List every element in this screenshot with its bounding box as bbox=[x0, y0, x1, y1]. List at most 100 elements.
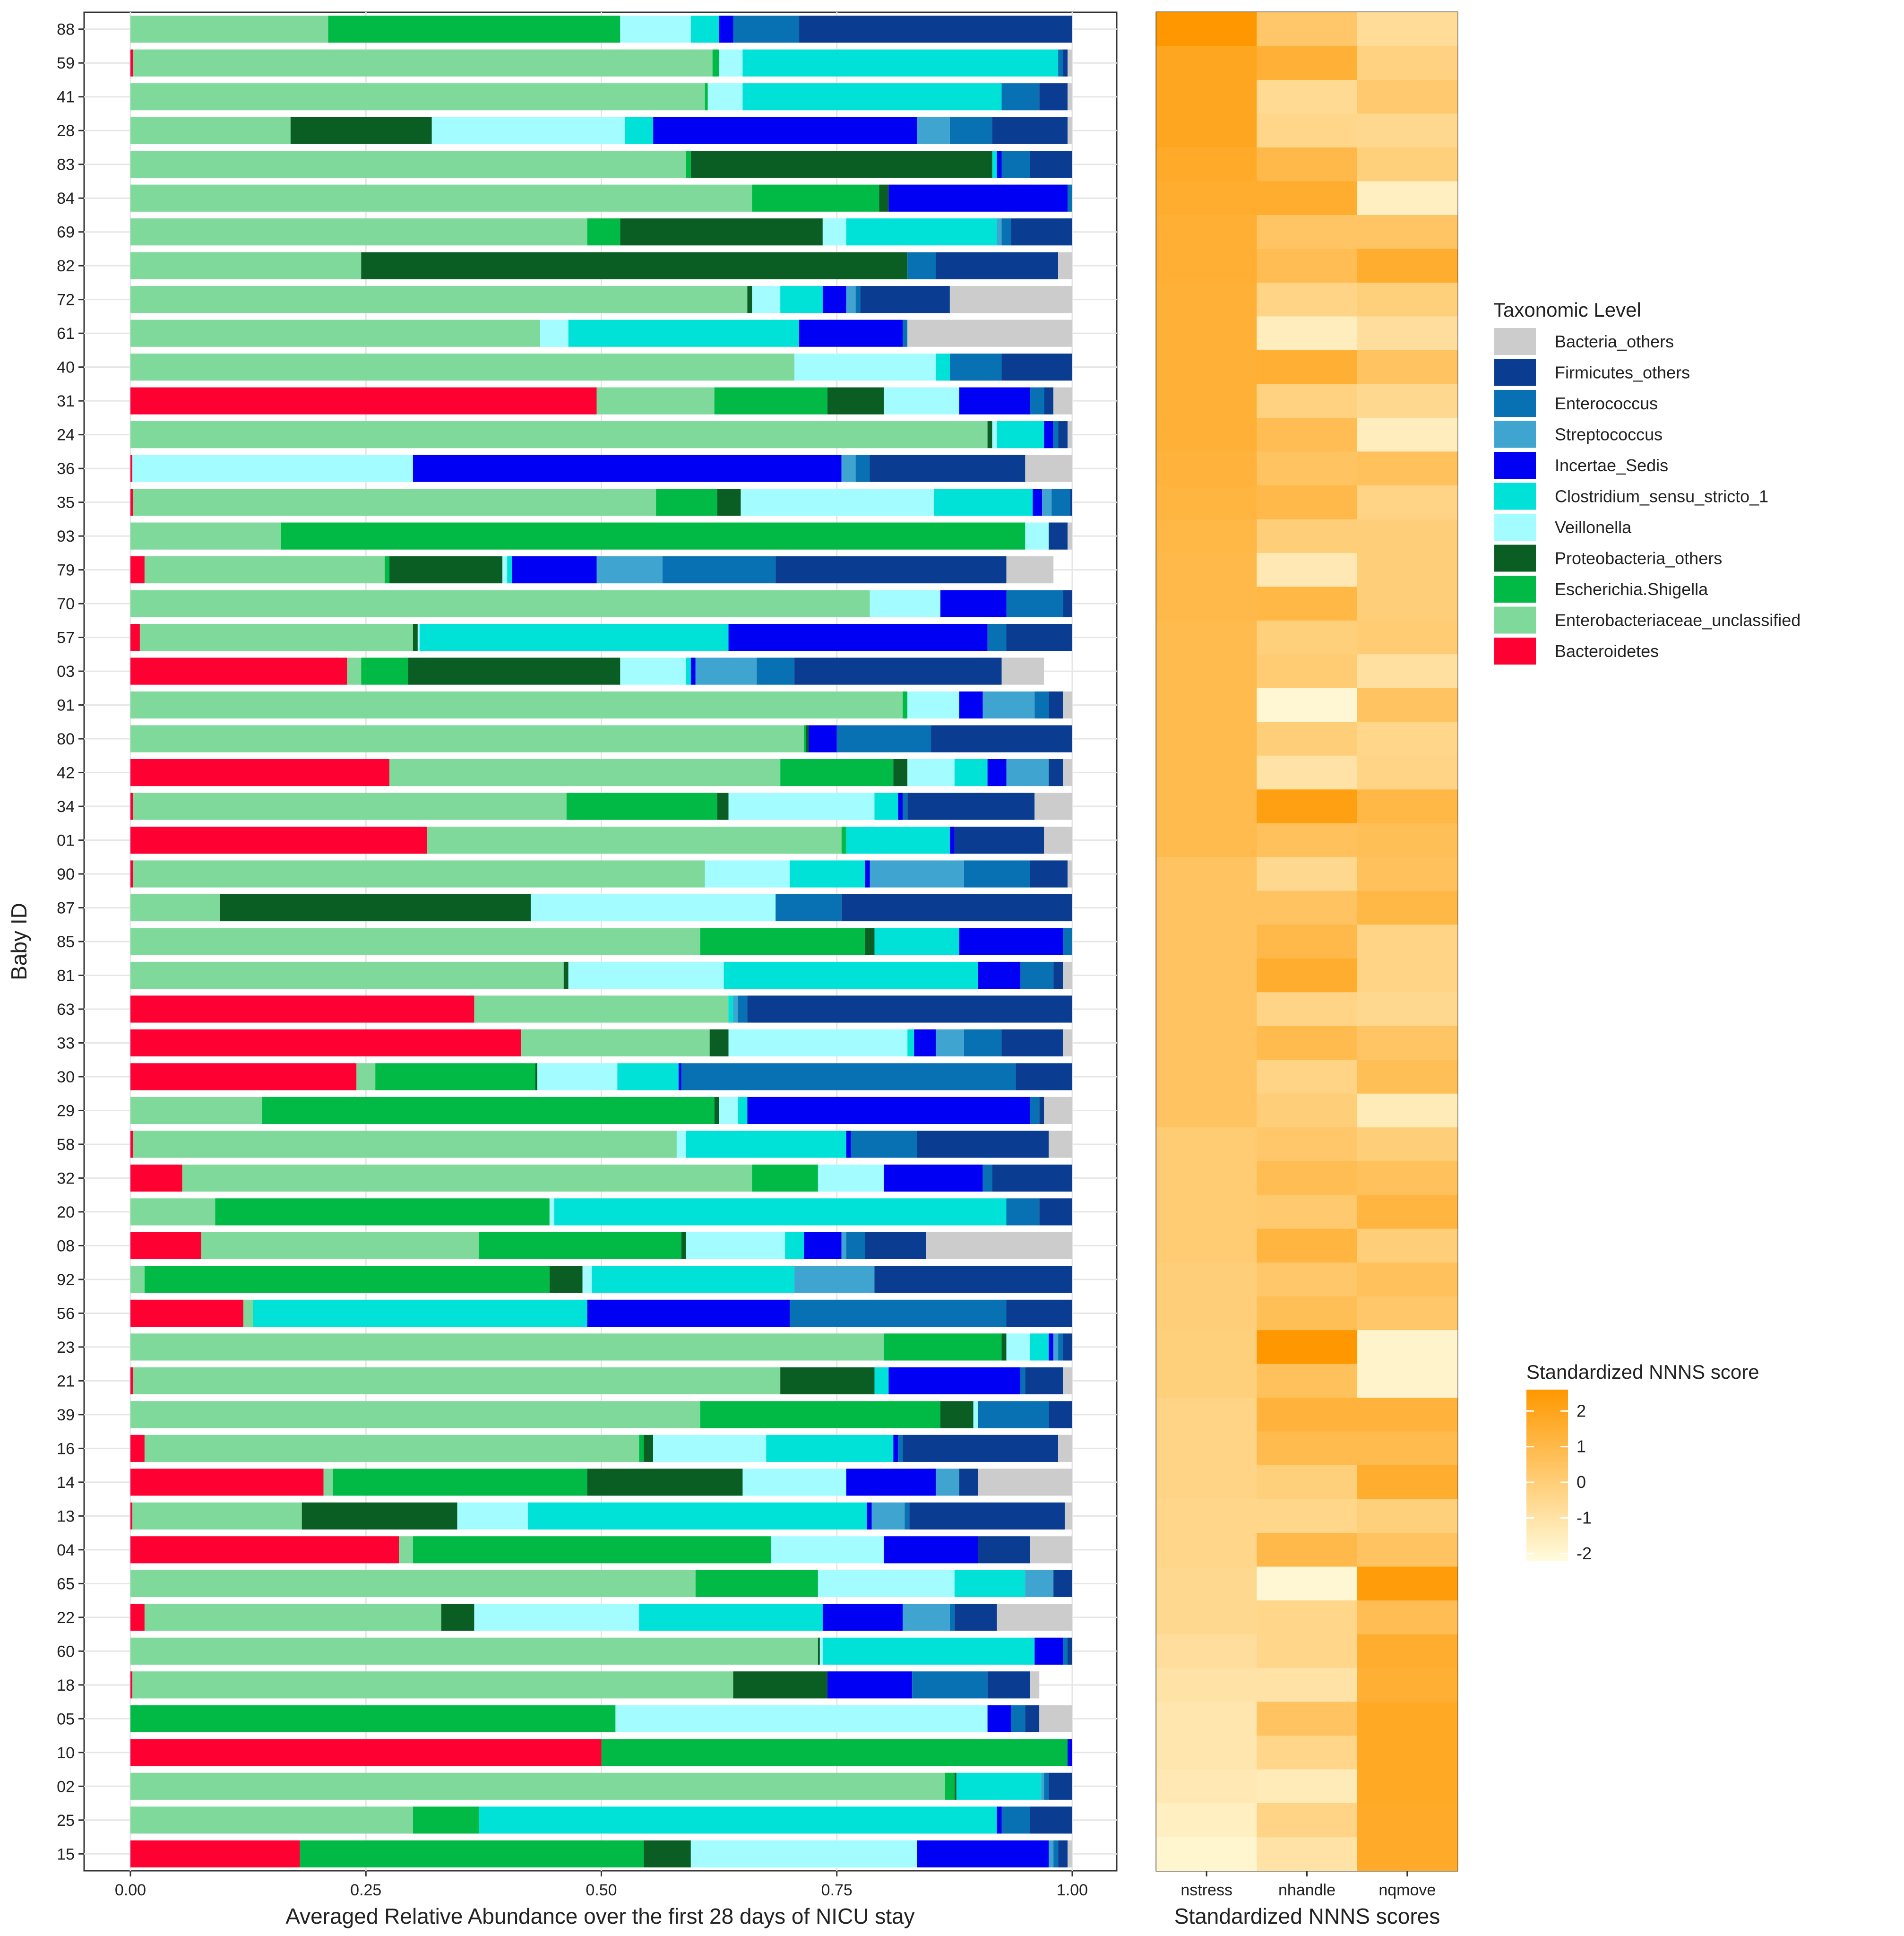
bar-segment-10-incertae-sedis bbox=[1068, 1739, 1072, 1766]
bar-segment-34-bacteroidetes bbox=[130, 793, 133, 820]
bar-segment-14-enterobacteriaceae-unclassified bbox=[323, 1469, 333, 1496]
bar-segment-15-escherichia-shigella bbox=[300, 1840, 644, 1867]
bar-segment-13-enterococcus bbox=[905, 1502, 910, 1530]
heatmap-cell-25-nstress bbox=[1156, 1803, 1257, 1838]
baby-id-label: 36 bbox=[57, 460, 75, 478]
heatmap-cell-28-nhandle bbox=[1257, 113, 1358, 148]
bar-segment-65-escherichia-shigella bbox=[695, 1570, 818, 1597]
bar-segment-20-enterobacteriaceae-unclassified bbox=[130, 1198, 215, 1226]
heatmap-cell-29-nqmove bbox=[1357, 1093, 1458, 1128]
bar-segment-23-enterococcus bbox=[1058, 1333, 1063, 1361]
bar-segment-02-proteobacteria-others bbox=[954, 1772, 956, 1800]
bar-segment-36-incertae-sedis bbox=[413, 455, 842, 482]
heatmap-cell-35-nstress bbox=[1156, 485, 1257, 519]
bar-segment-23-firmicutes-others bbox=[1063, 1333, 1072, 1361]
bar-segment-60-veillonella bbox=[819, 1637, 823, 1665]
heatmap-cell-63-nstress bbox=[1156, 992, 1257, 1027]
baby-id-label: 91 bbox=[57, 697, 75, 715]
bar-segment-70-veillonella bbox=[870, 590, 940, 617]
bar-segment-36-bacteria-others bbox=[1025, 455, 1072, 482]
baby-id-label: 70 bbox=[57, 595, 75, 613]
bar-segment-04-firmicutes-others bbox=[978, 1536, 1030, 1564]
bar-segment-40-enterococcus bbox=[949, 354, 1002, 381]
bar-segment-31-veillonella bbox=[884, 387, 959, 415]
bar-segment-59-escherichia-shigella bbox=[712, 49, 719, 77]
baby-id-label: 61 bbox=[57, 325, 75, 343]
bar-segment-63-enterococcus bbox=[738, 995, 748, 1023]
bar-segment-40-veillonella bbox=[794, 354, 936, 381]
bar-segment-33-firmicutes-others bbox=[1001, 1029, 1063, 1057]
heatmap-cell-34-nhandle bbox=[1257, 789, 1358, 824]
bar-segment-57-veillonella bbox=[417, 623, 420, 651]
bar-segment-91-enterococcus bbox=[1034, 691, 1049, 719]
bar-segment-01-bacteroidetes bbox=[130, 826, 427, 854]
baby-id-label: 23 bbox=[57, 1339, 75, 1357]
heatmap-cell-20-nhandle bbox=[1257, 1195, 1358, 1229]
heatmap-cell-91-nhandle bbox=[1257, 688, 1358, 722]
bar-segment-59-firmicutes-others bbox=[1063, 49, 1068, 77]
bar-segment-16-escherichia-shigella bbox=[639, 1435, 644, 1462]
bar-segment-30-clostridium-sensu-stricto-1 bbox=[617, 1063, 679, 1090]
bar-segment-35-incertae-sedis bbox=[1033, 489, 1042, 516]
bar-segment-34-proteobacteria-others bbox=[717, 793, 729, 820]
bar-segment-34-escherichia-shigella bbox=[566, 793, 717, 820]
bar-segment-81-clostridium-sensu-stricto-1 bbox=[724, 961, 978, 989]
heatmap-cell-14-nqmove bbox=[1357, 1465, 1458, 1500]
baby-id-label: 31 bbox=[57, 392, 75, 410]
heatmap-cell-91-nstress bbox=[1156, 688, 1257, 722]
heatmap-cell-16-nstress bbox=[1156, 1431, 1257, 1466]
bar-segment-34-incertae-sedis bbox=[898, 793, 903, 820]
bar-segment-33-bacteroidetes bbox=[130, 1029, 522, 1057]
legend-swatch-enterobacteriaceae-unclassified bbox=[1494, 606, 1536, 634]
baby-id-label: 63 bbox=[57, 1001, 75, 1019]
bar-segment-34-enterobacteriaceae-unclassified bbox=[133, 793, 567, 820]
bar-segment-90-firmicutes-others bbox=[1030, 860, 1068, 888]
bar-segment-81-proteobacteria-others bbox=[563, 961, 569, 989]
bar-segment-40-clostridium-sensu-stricto-1 bbox=[936, 354, 950, 381]
heatmap-cell-90-nhandle bbox=[1257, 857, 1358, 891]
bar-segment-83-enterococcus bbox=[1001, 151, 1030, 178]
bar-segment-42-incertae-sedis bbox=[987, 759, 1007, 786]
bar-segment-61-bacteria-others bbox=[907, 320, 1072, 347]
scale-tick-label: 2 bbox=[1577, 1401, 1586, 1420]
heatmap-cell-10-nqmove bbox=[1357, 1736, 1458, 1770]
heatmap-cell-42-nqmove bbox=[1357, 755, 1458, 790]
bar-segment-81-firmicutes-others bbox=[1053, 961, 1063, 989]
bar-segment-04-veillonella bbox=[771, 1536, 884, 1564]
bar-segment-41-veillonella bbox=[707, 83, 743, 111]
bar-segment-59-enterobacteriaceae-unclassified bbox=[133, 49, 713, 77]
heatmap-cell-63-nqmove bbox=[1357, 992, 1458, 1027]
heatmap-cell-41-nhandle bbox=[1257, 79, 1358, 114]
bar-segment-24-firmicutes-others bbox=[1058, 421, 1068, 449]
bar-segment-82-firmicutes-others bbox=[936, 252, 1059, 279]
bar-segment-90-streptococcus bbox=[870, 860, 964, 888]
bar-segment-39-enterobacteriaceae-unclassified bbox=[130, 1401, 700, 1428]
bar-segment-05-escherichia-shigella bbox=[130, 1705, 616, 1732]
bar-segment-13-firmicutes-others bbox=[909, 1502, 1065, 1530]
bar-segment-92-veillonella bbox=[582, 1266, 592, 1293]
heatmap-cell-91-nqmove bbox=[1357, 688, 1458, 722]
bar-segment-72-enterococcus bbox=[855, 286, 861, 313]
bar-segment-28-proteobacteria-others bbox=[290, 117, 432, 144]
bar-segment-15-firmicutes-others bbox=[1058, 1840, 1068, 1867]
bar-segment-93-firmicutes-others bbox=[1049, 522, 1068, 550]
baby-id-label: 90 bbox=[57, 865, 75, 883]
bar-segment-10-bacteroidetes bbox=[130, 1739, 602, 1766]
bar-segment-03-enterobacteriaceae-unclassified bbox=[347, 657, 362, 685]
bar-segment-23-incertae-sedis bbox=[1049, 1333, 1054, 1361]
bar-segment-80-incertae-sedis bbox=[808, 725, 837, 752]
heatmap-cell-01-nstress bbox=[1156, 823, 1257, 857]
bar-segment-02-enterobacteriaceae-unclassified bbox=[130, 1772, 945, 1800]
bar-segment-08-firmicutes-others bbox=[865, 1232, 927, 1260]
bar-segment-23-clostridium-sensu-stricto-1 bbox=[1030, 1333, 1049, 1361]
bar-segment-39-veillonella bbox=[973, 1401, 978, 1428]
stacked-bars bbox=[130, 16, 1073, 1867]
bar-segment-21-bacteria-others bbox=[1063, 1367, 1072, 1394]
heatmap-cell-15-nstress bbox=[1156, 1837, 1257, 1871]
bar-segment-58-veillonella bbox=[676, 1131, 686, 1158]
bar-segment-18-proteobacteria-others bbox=[733, 1671, 827, 1699]
bar-segment-13-bacteroidetes bbox=[130, 1502, 132, 1530]
bar-segment-60-clostridium-sensu-stricto-1 bbox=[822, 1637, 1035, 1665]
heatmap-cell-34-nqmove bbox=[1357, 789, 1458, 824]
heatmap-cell-88-nstress bbox=[1156, 12, 1257, 46]
